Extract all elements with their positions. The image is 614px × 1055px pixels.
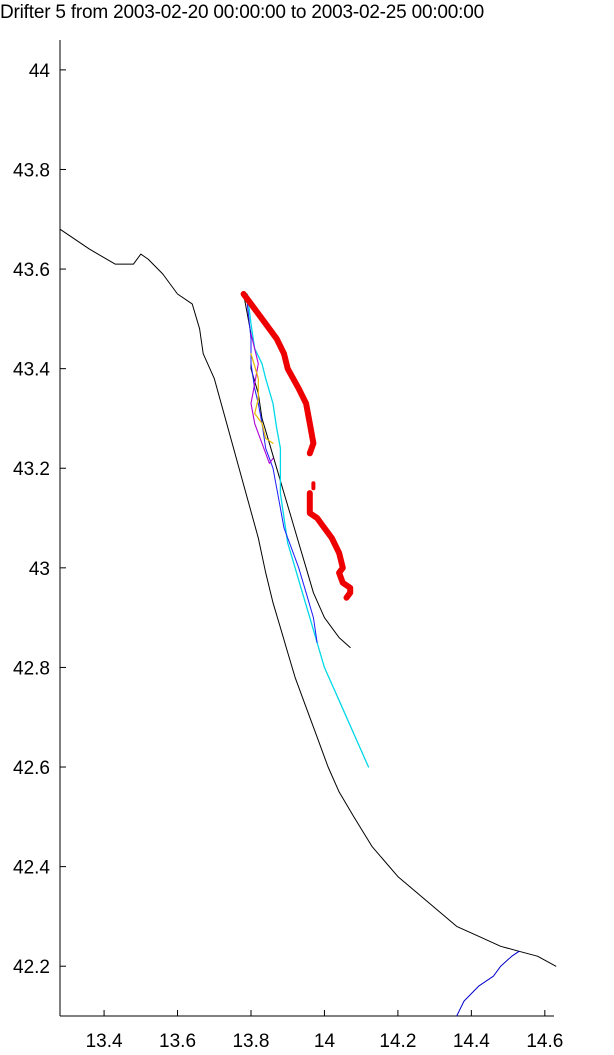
y-tick-label: 42.8	[13, 658, 50, 679]
y-tick-label: 43.8	[13, 160, 50, 181]
y-tick-label: 43.2	[13, 459, 50, 480]
series-coastline	[59, 228, 557, 967]
series-drifter-yellow	[250, 353, 274, 444]
y-ticks: 42.2 42.4 42.6 42.8 43 43.2 43.4 43.6 43.8 44	[13, 61, 66, 978]
series-drifter-cyan	[246, 293, 370, 768]
y-tick-label: 43.4	[13, 360, 50, 381]
y-tick-label: 43	[29, 559, 50, 580]
series-layer	[59, 228, 557, 1017]
x-tick-label: 13.4	[86, 1031, 123, 1052]
series-river	[456, 950, 520, 1017]
x-ticks: 13.4 13.6 13.8 14 14.2 14.4 14.6	[86, 1010, 563, 1052]
y-tick-label: 43.6	[13, 260, 50, 281]
series-drifter-red-lower	[306, 490, 354, 601]
x-tick-label: 14	[314, 1031, 336, 1052]
x-tick-label: 14.2	[379, 1031, 416, 1052]
x-tick-label: 14.6	[526, 1031, 563, 1052]
series-drifter-black	[243, 293, 351, 648]
x-tick-label: 13.8	[232, 1031, 269, 1052]
series-drifter-blue	[246, 303, 318, 643]
y-tick-label: 42.4	[13, 858, 50, 879]
x-tick-label: 13.6	[159, 1031, 196, 1052]
plot-axes	[59, 40, 554, 1017]
y-tick-label: 42.2	[13, 957, 50, 978]
x-tick-label: 14.4	[453, 1031, 490, 1052]
series-drifter-red	[240, 291, 317, 457]
y-tick-label: 44	[29, 61, 51, 82]
y-tick-label: 42.6	[13, 758, 50, 779]
chart-title: Drifter 5 from 2003-02-20 00:00:00 to 20…	[0, 2, 484, 23]
